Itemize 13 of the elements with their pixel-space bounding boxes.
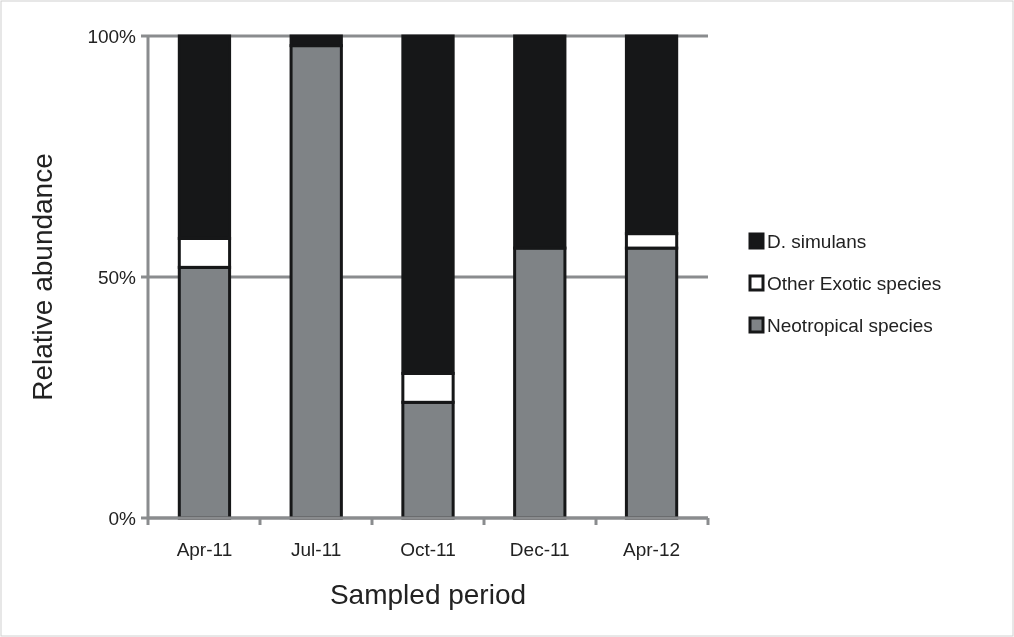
y-tick-label: 100%	[87, 25, 137, 47]
legend-label: Other Exotic species	[767, 272, 942, 294]
y-tick-label: 50%	[97, 266, 137, 288]
x-tick-label: Dec-11	[509, 539, 570, 560]
x-tick-label: Jul-11	[291, 539, 342, 560]
y-tick-label: 0%	[108, 507, 137, 529]
x-axis-title: Sampled period	[329, 579, 527, 610]
legend-label: D. simulans	[767, 230, 867, 252]
x-tick-label: Apr-12	[623, 539, 681, 560]
x-tick-label: Oct-11	[400, 539, 456, 560]
legend-label: Neotropical species	[767, 314, 933, 336]
y-axis-title: Relative abundance	[27, 153, 58, 401]
x-tick-label: Apr-11	[176, 539, 233, 560]
